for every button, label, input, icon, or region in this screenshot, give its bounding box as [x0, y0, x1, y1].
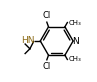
Text: CH₃: CH₃ [69, 20, 82, 26]
Text: CH₃: CH₃ [69, 56, 82, 62]
Text: Cl: Cl [43, 62, 51, 71]
Text: HN: HN [21, 36, 34, 45]
Text: N: N [72, 36, 79, 46]
Text: Cl: Cl [43, 11, 51, 20]
